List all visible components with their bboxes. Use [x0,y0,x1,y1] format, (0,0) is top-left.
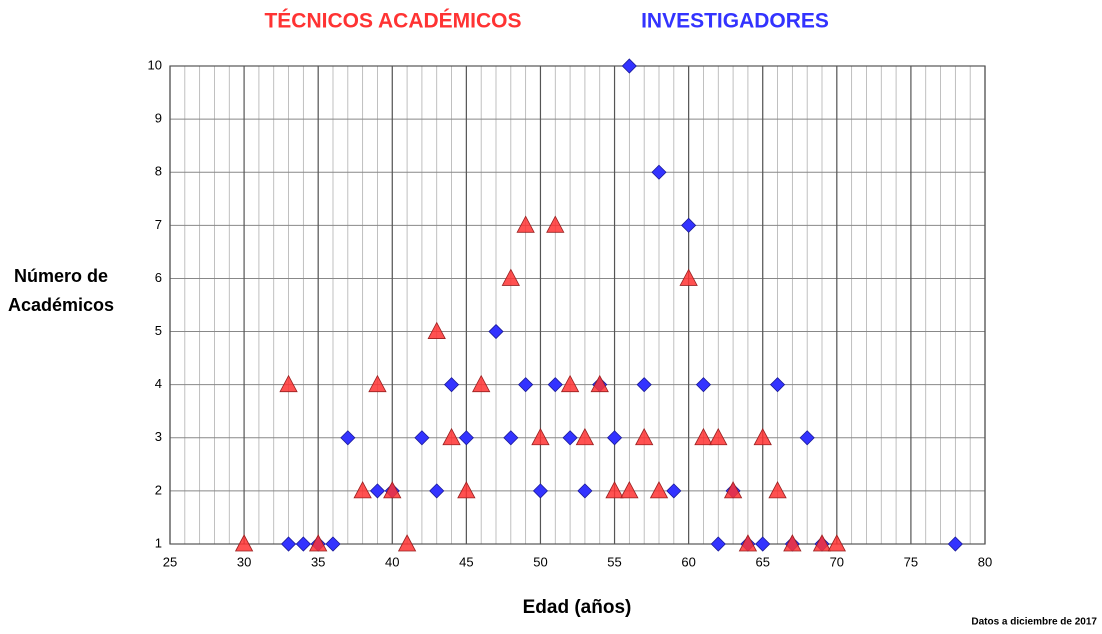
point [369,483,386,499]
point [368,374,387,393]
point [383,481,402,499]
point [783,534,802,552]
point [234,534,254,552]
point [681,217,697,233]
point [710,536,726,552]
point [427,321,446,339]
point [279,374,298,393]
point [458,430,474,446]
y-tick-label: 8 [155,164,162,179]
y-tick-label: 2 [155,482,162,497]
point [575,427,595,446]
point [280,536,297,552]
y-tick-label: 3 [155,429,162,444]
point [827,534,846,552]
point [636,377,652,393]
y-tick-label: 7 [155,217,162,232]
point [635,427,654,446]
point [531,427,550,446]
point [679,268,698,286]
point [738,534,758,552]
point [325,536,341,552]
point [340,430,356,446]
point [442,427,461,446]
y-tick-label: 4 [155,376,162,391]
point [560,374,580,393]
legend-entry: TÉCNICOS ACADÉMICOS [264,10,521,33]
x-tick-label: 50 [533,554,547,569]
point [709,427,728,446]
y-axis-title: Número de Académicos [8,266,115,315]
point [666,483,682,499]
point [605,481,624,499]
point [443,377,460,393]
x-axis-title: Edad (años) [523,597,632,618]
point [546,215,565,233]
x-tick-label: 65 [755,554,769,569]
point [723,481,743,499]
point [488,323,504,340]
point [755,536,771,552]
point [590,374,609,393]
point [621,58,637,74]
point [295,536,311,552]
x-tick-label: 25 [163,554,177,569]
x-tick-label: 60 [681,554,695,569]
point [532,483,549,499]
point [620,481,639,499]
x-tick-label: 55 [607,554,621,569]
point [518,377,534,393]
y-tick-label: 5 [155,323,162,338]
point [577,483,593,499]
point [503,430,519,446]
point [768,481,787,499]
point [457,481,476,499]
y-tick-label: 10 [148,57,162,72]
point [562,430,578,446]
point [414,430,430,446]
point [516,215,535,233]
point [694,427,713,446]
y-tick-label: 1 [155,535,162,550]
point [651,164,667,180]
point [397,534,417,552]
x-tick-label: 40 [385,554,399,569]
point [429,483,445,499]
point [812,534,832,552]
x-tick-label: 80 [978,554,992,569]
legend-entry: INVESTIGADORES [641,10,829,33]
point [753,427,772,446]
y-tick-label: 9 [155,111,162,126]
point [947,536,963,552]
point [501,268,520,286]
point [547,377,563,393]
note: Datos a diciembre de 2017 [971,617,1097,628]
x-tick-label: 30 [237,554,251,569]
plot-border [169,65,986,545]
point [309,534,328,552]
point [649,481,669,499]
point [695,377,712,393]
y-tick-label: 6 [155,270,162,285]
x-tick-label: 70 [830,554,844,569]
point [472,374,491,393]
point [353,481,372,499]
point [799,430,815,446]
point [769,377,786,393]
x-tick-label: 45 [459,554,473,569]
x-tick-label: 75 [904,554,918,569]
point [606,430,623,446]
x-tick-label: 35 [311,554,325,569]
